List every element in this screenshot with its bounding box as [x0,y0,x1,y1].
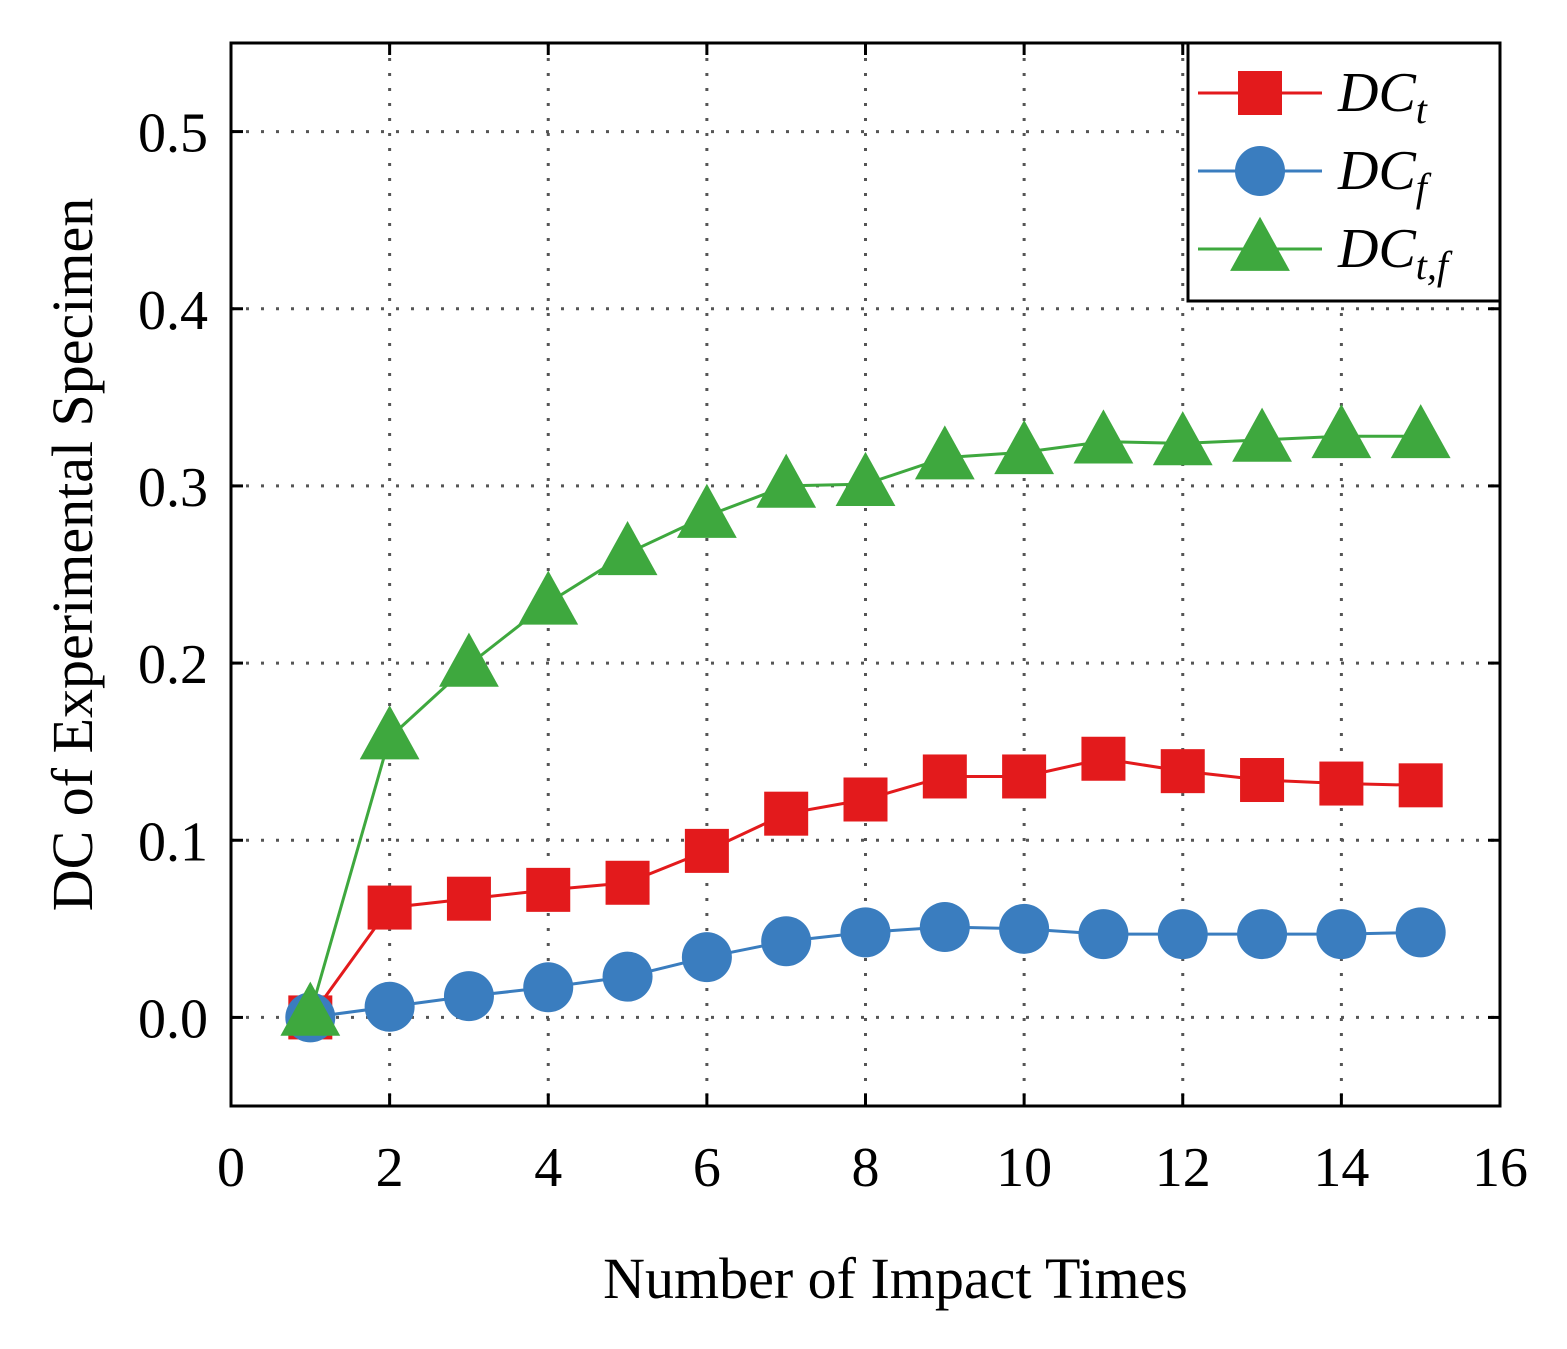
data-point-triangle [439,632,499,687]
data-point-square [922,754,967,799]
data-point-triangle [835,451,896,506]
data-point-triangle [1152,411,1213,466]
data-point-triangle [1390,404,1451,459]
data-point-circle [761,916,812,967]
data-point-triangle [280,981,341,1036]
data-point-triangle [518,570,579,625]
data-point-square [446,876,491,921]
data-point-circle [681,932,732,983]
data-point-triangle [1311,404,1372,459]
legend-label: DCt [1337,62,1428,132]
legend-label: DCt,f [1337,218,1453,288]
data-point-circle [1157,909,1208,960]
data-point-square [764,791,809,836]
data-point-triangle [597,521,658,576]
data-point-circle [919,902,970,953]
data-point-circle [840,907,891,958]
x-tick-labels: 0 2 4 6 8 10 12 14 16 [217,1137,1528,1199]
series-layer [280,404,1451,1043]
data-point-square [843,777,888,822]
data-point-triangle [1232,407,1292,462]
x-tick-label: 12 [1155,1137,1211,1199]
data-point-triangle [676,483,737,538]
legend-label-main: DC [1337,62,1416,124]
data-point-triangle [1073,409,1134,464]
y-tick-label: 0.5 [138,103,208,165]
data-point-triangle [756,453,817,508]
data-point-circle [999,903,1050,954]
x-tick-label: 10 [996,1137,1052,1199]
legend-label-main: DC [1337,140,1416,202]
data-point-triangle [359,705,420,760]
data-point-square [605,860,650,905]
data-point-circle [443,971,494,1022]
x-axis-label: Number of Impact Times [603,1246,1188,1311]
data-point-square [1002,754,1047,799]
x-tick-label: 2 [376,1137,404,1199]
data-point-triangle [994,420,1055,475]
data-point-circle [602,951,653,1002]
x-tick-label: 6 [693,1137,721,1199]
data-point-square [1240,758,1285,803]
y-tick-label: 0.1 [138,811,208,873]
x-tick-label: 0 [217,1137,245,1199]
data-point-circle [364,981,415,1032]
data-point-square [1081,736,1126,781]
y-tick-labels: 0.0 0.1 0.2 0.3 0.4 0.5 [138,103,208,1051]
data-point-square [367,885,412,930]
series-triangle [280,404,1451,1036]
data-point-circle [523,962,574,1013]
legend-label-main: DC [1337,218,1416,280]
data-point-circle [1395,907,1446,958]
data-point-triangle [914,425,975,480]
data-point-square [1160,749,1205,794]
data-point-square [1319,761,1364,806]
series-square [288,736,1443,1040]
legend-label-sub: t [1416,87,1428,132]
x-tick-label: 16 [1472,1137,1528,1199]
legend-marker-square [1238,71,1282,115]
series-circle [285,902,1446,1043]
data-point-square [684,828,729,873]
x-tick-label: 4 [534,1137,562,1199]
legend-label: DCf [1337,140,1432,210]
legend-label-sub: t,f [1416,243,1453,288]
data-point-circle [1078,909,1129,960]
data-point-square [1398,763,1443,808]
data-point-circle [1316,909,1367,960]
legend-marker-circle [1235,146,1285,196]
data-point-circle [1237,909,1288,960]
y-axis-label: DC of Experimental Specimen [40,198,105,912]
legend-marker-triangle [1230,216,1290,271]
y-tick-label: 0.4 [138,280,208,342]
data-point-square [526,867,571,912]
x-tick-label: 14 [1313,1137,1369,1199]
x-tick-label: 8 [852,1137,880,1199]
y-tick-label: 0.2 [138,634,208,696]
y-tick-label: 0.0 [138,988,208,1050]
y-tick-label: 0.3 [138,457,208,519]
